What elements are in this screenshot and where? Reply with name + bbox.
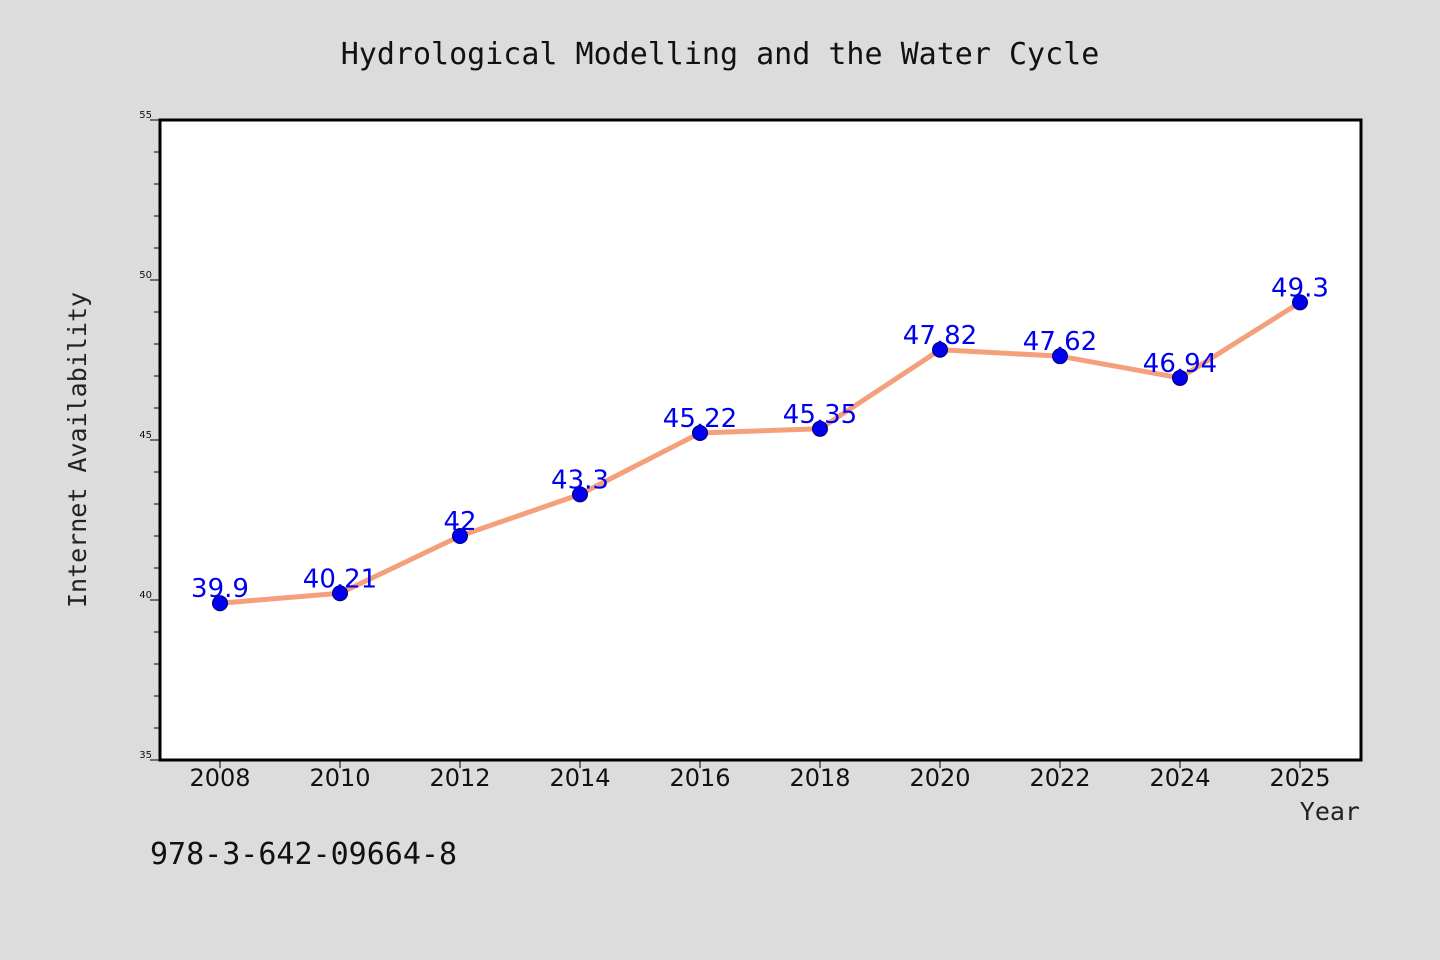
- data-label: 42: [443, 507, 476, 537]
- data-points: [212, 294, 1308, 612]
- y-tick-label: 50: [139, 270, 152, 281]
- series-line: [217, 299, 1303, 606]
- data-label: 46.94: [1143, 349, 1217, 379]
- data-point: [1292, 294, 1308, 311]
- data-point: [932, 341, 948, 358]
- y-tick-label: 45: [139, 430, 152, 441]
- x-tick-label: 2016: [669, 764, 730, 792]
- data-point: [332, 585, 348, 602]
- y-axis: 35 40 45 50 55: [139, 110, 160, 761]
- data-label: 43.3: [551, 465, 609, 495]
- data-point: [1052, 348, 1068, 365]
- plot-area: [158, 118, 1363, 762]
- data-label: 47.82: [903, 321, 977, 351]
- x-tick-label: 2010: [309, 764, 370, 792]
- x-tick-label: 2025: [1269, 764, 1330, 792]
- data-label: 47.62: [1023, 327, 1097, 357]
- chart-title: Hydrological Modelling and the Water Cyc…: [341, 37, 1100, 72]
- x-tick-label: 2022: [1029, 764, 1090, 792]
- data-point: [572, 486, 588, 503]
- data-label: 40.21: [303, 564, 377, 594]
- footer-isbn: 978-3-642-09664-8: [150, 837, 457, 872]
- data-point: [212, 595, 228, 612]
- data-label: 49.3: [1271, 273, 1329, 303]
- data-point: [812, 420, 828, 437]
- data-point: [452, 528, 468, 544]
- x-axis: 2008 2010 2012 2014 2016 2018 2020 2022 2024 2025: [189, 760, 1331, 792]
- data-point: [692, 424, 708, 441]
- x-tick-label: 2024: [1149, 764, 1210, 792]
- y-tick-label: 55: [139, 110, 152, 121]
- x-tick-label: 2008: [189, 764, 250, 792]
- y-axis-label: Internet Availability: [63, 292, 92, 608]
- x-tick-label: 2012: [429, 764, 490, 792]
- data-label: 39.9: [191, 574, 249, 604]
- x-axis-label: Year: [1300, 797, 1360, 826]
- data-labels: 39.9 40.21 42 43.3 45.22 45.35 47.82 47.62 46.94…: [191, 273, 1329, 604]
- y-tick-label: 40: [139, 590, 152, 601]
- x-tick-label: 2018: [789, 764, 850, 792]
- x-tick-label: 2020: [909, 764, 970, 792]
- x-tick-label: 2014: [549, 764, 610, 792]
- data-label: 45.22: [663, 404, 737, 434]
- y-tick-label: 35: [139, 750, 152, 761]
- data-point: [1172, 369, 1188, 386]
- data-label: 45.35: [783, 400, 857, 430]
